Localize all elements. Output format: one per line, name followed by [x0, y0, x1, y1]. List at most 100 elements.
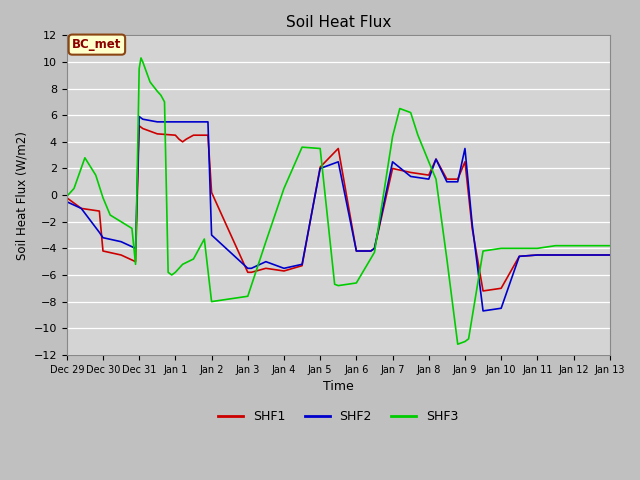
SHF2	[316, 166, 324, 171]
SHF1	[316, 164, 324, 170]
SHF1	[606, 252, 614, 258]
SHF1	[335, 145, 342, 151]
SHF2	[117, 239, 125, 245]
Title: Soil Heat Flux: Soil Heat Flux	[285, 15, 391, 30]
SHF1	[135, 123, 143, 129]
SHF2	[570, 252, 577, 258]
SHF2	[208, 232, 216, 238]
SHF2	[99, 235, 107, 240]
SHF2	[407, 174, 415, 180]
SHF2	[132, 245, 140, 251]
Line: SHF1: SHF1	[67, 126, 610, 291]
SHF2	[388, 159, 396, 165]
SHF2	[95, 229, 103, 235]
SHF1	[570, 252, 577, 258]
SHF2	[154, 119, 161, 125]
SHF1	[497, 286, 505, 291]
SHF1	[534, 252, 541, 258]
SHF1	[388, 166, 396, 171]
SHF2	[461, 145, 468, 151]
SHF3	[588, 243, 595, 249]
SHF1	[443, 176, 451, 182]
SHF2	[534, 252, 541, 258]
SHF1	[262, 265, 269, 271]
SHF3	[146, 79, 154, 85]
SHF1	[461, 159, 468, 165]
X-axis label: Time: Time	[323, 380, 354, 393]
SHF1	[479, 288, 487, 294]
SHF1	[548, 252, 556, 258]
Y-axis label: Soil Heat Flux (W/m2): Soil Heat Flux (W/m2)	[15, 131, 28, 260]
SHF2	[515, 253, 523, 259]
SHF1	[179, 139, 186, 144]
SHF3	[606, 243, 614, 249]
SHF1	[77, 205, 85, 211]
SHF2	[262, 259, 269, 264]
SHF1	[280, 268, 288, 274]
SHF3	[63, 193, 70, 199]
SHF2	[479, 308, 487, 314]
SHF2	[468, 221, 476, 227]
SHF1	[189, 132, 197, 138]
SHF2	[172, 119, 179, 125]
SHF3	[137, 55, 145, 61]
SHF1	[353, 248, 360, 254]
SHF2	[588, 252, 595, 258]
SHF1	[298, 263, 306, 268]
SHF1	[407, 169, 415, 175]
SHF2	[244, 265, 252, 271]
SHF2	[182, 119, 190, 125]
SHF1	[139, 126, 147, 132]
SHF2	[135, 114, 143, 120]
SHF2	[353, 248, 360, 254]
SHF2	[63, 199, 70, 204]
Line: SHF3: SHF3	[67, 58, 610, 344]
SHF2	[454, 179, 461, 185]
SHF2	[497, 305, 505, 311]
SHF1	[175, 136, 183, 142]
SHF1	[248, 269, 255, 275]
SHF2	[280, 265, 288, 271]
SHF1	[432, 156, 440, 162]
SHF1	[99, 248, 107, 254]
SHF2	[298, 262, 306, 267]
SHF2	[367, 248, 374, 254]
SHF1	[132, 259, 140, 264]
SHF2	[175, 119, 183, 125]
SHF1	[154, 131, 161, 137]
SHF3	[396, 106, 404, 111]
SHF1	[588, 252, 595, 258]
SHF2	[425, 176, 433, 182]
SHF1	[172, 132, 179, 138]
SHF3	[454, 341, 461, 347]
SHF2	[335, 159, 342, 165]
SHF2	[139, 116, 147, 122]
SHF3	[168, 272, 175, 278]
SHF1	[208, 190, 216, 195]
Text: BC_met: BC_met	[72, 38, 122, 51]
Line: SHF2: SHF2	[67, 117, 610, 311]
SHF2	[548, 252, 556, 258]
SHF1	[182, 136, 190, 142]
SHF3	[164, 269, 172, 275]
SHF2	[204, 119, 212, 125]
SHF2	[189, 119, 197, 125]
SHF1	[371, 245, 378, 251]
SHF2	[371, 245, 378, 251]
SHF2	[248, 265, 255, 271]
SHF2	[432, 156, 440, 162]
SHF1	[468, 226, 476, 231]
SHF1	[244, 269, 252, 275]
SHF2	[606, 252, 614, 258]
SHF1	[454, 176, 461, 182]
SHF1	[425, 172, 433, 178]
SHF1	[95, 208, 103, 214]
SHF1	[117, 252, 125, 258]
SHF2	[179, 119, 186, 125]
SHF1	[204, 132, 212, 138]
SHF1	[367, 248, 374, 254]
Legend: SHF1, SHF2, SHF3: SHF1, SHF2, SHF3	[214, 406, 463, 429]
SHF3	[425, 159, 433, 165]
SHF1	[515, 253, 523, 259]
SHF1	[63, 195, 70, 201]
